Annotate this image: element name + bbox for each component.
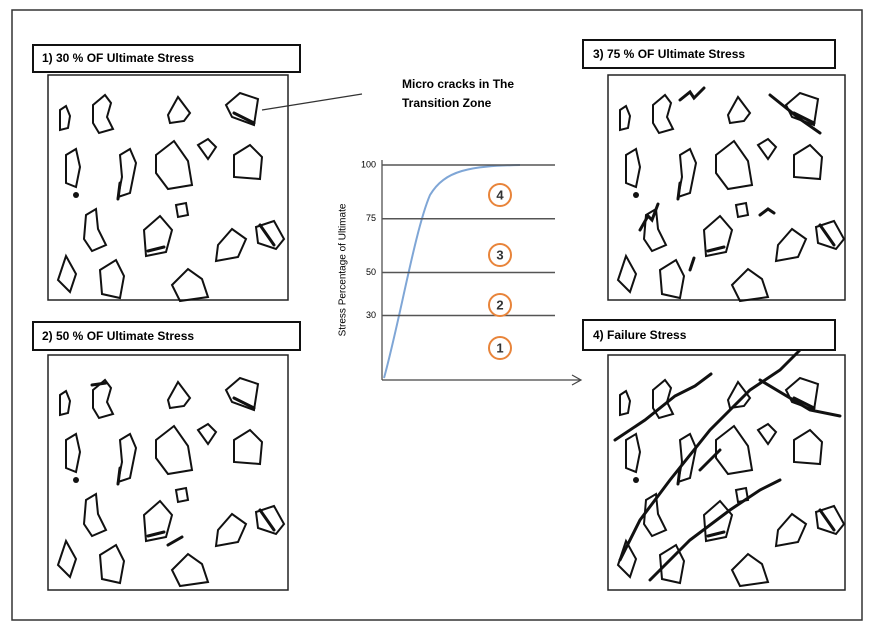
panel-1: 1) 30 % OF Ultimate Stress bbox=[33, 45, 300, 301]
zone-number: 4 bbox=[496, 187, 504, 202]
cracks bbox=[92, 383, 182, 545]
panel-label: 1) 30 % OF Ultimate Stress bbox=[42, 51, 194, 65]
aggregates bbox=[618, 93, 844, 301]
y-tick-label: 75 bbox=[366, 213, 376, 223]
panel-3: 3) 75 % OF Ultimate Stress bbox=[583, 40, 845, 301]
y-axis-label: Stress Percentage of Ultimate bbox=[338, 203, 349, 336]
y-tick-label: 30 bbox=[366, 310, 376, 320]
y-tick-label: 100 bbox=[361, 159, 376, 169]
panel-4: 4) Failure Stress bbox=[583, 320, 845, 590]
cracks bbox=[615, 350, 840, 580]
diagram: 1) 30 % OF Ultimate Stress 2) 50 % OF Ul… bbox=[0, 0, 873, 627]
panel-2: 2) 50 % OF Ultimate Stress bbox=[33, 322, 300, 590]
stress-graph: Stress Percentage of Ultimate 30 50 75 100 1… bbox=[338, 159, 581, 385]
zone-number: 2 bbox=[496, 297, 503, 312]
y-tick-label: 50 bbox=[366, 267, 376, 277]
zone-number: 1 bbox=[496, 340, 503, 355]
panel-label: 3) 75 % OF Ultimate Stress bbox=[593, 47, 745, 61]
annotation-arrow bbox=[262, 94, 362, 110]
panel-label: 2) 50 % OF Ultimate Stress bbox=[42, 329, 194, 343]
zone-number: 3 bbox=[496, 247, 503, 262]
annotation-line: Transition Zone bbox=[402, 96, 492, 110]
aggregates bbox=[58, 93, 284, 301]
aggregates bbox=[58, 378, 284, 586]
annotation-line: Micro cracks in The bbox=[402, 77, 514, 91]
panel-label: 4) Failure Stress bbox=[593, 328, 687, 342]
